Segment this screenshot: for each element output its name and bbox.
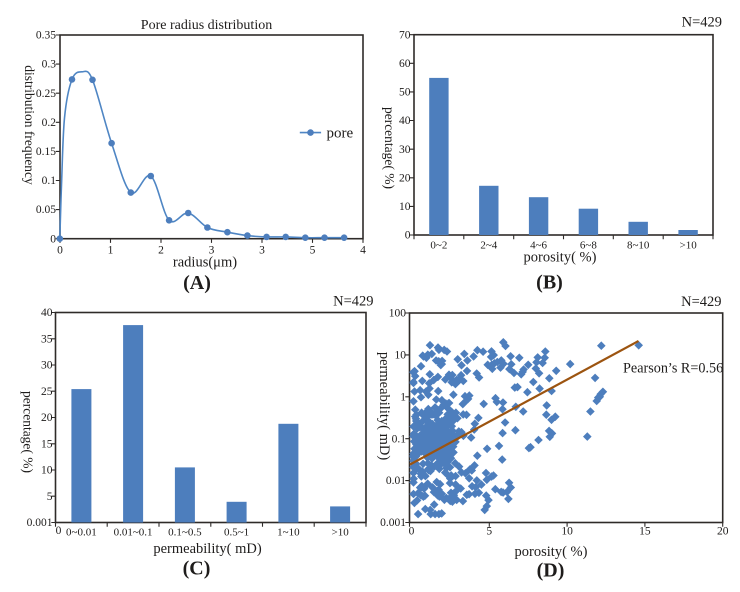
svg-text:40: 40: [41, 307, 53, 319]
svg-text:0: 0: [50, 233, 56, 245]
svg-text:permeability( mD): permeability( mD): [376, 352, 392, 460]
svg-text:50: 50: [399, 87, 411, 99]
svg-text:10: 10: [561, 526, 573, 538]
svg-text:5: 5: [47, 491, 53, 503]
svg-text:radius(μm): radius(μm): [173, 255, 237, 271]
svg-text:0.25: 0.25: [36, 88, 56, 100]
svg-text:porosity( %): porosity( %): [515, 544, 588, 560]
svg-text:3: 3: [259, 245, 265, 257]
svg-text:(B): (B): [536, 272, 563, 294]
svg-text:70: 70: [399, 29, 411, 41]
svg-text:0.35: 0.35: [36, 30, 56, 42]
svg-text:percentage( %): percentage( %): [21, 391, 36, 473]
svg-text:1: 1: [108, 245, 114, 257]
svg-text:0.1: 0.1: [42, 175, 57, 187]
svg-text:(D): (D): [537, 560, 565, 582]
svg-text:20: 20: [399, 172, 411, 184]
svg-text:10: 10: [399, 201, 411, 213]
svg-text:35: 35: [41, 333, 53, 345]
svg-text:4: 4: [360, 245, 366, 257]
svg-text:0.1~0.5: 0.1~0.5: [168, 527, 202, 539]
svg-text:0.2: 0.2: [42, 117, 57, 129]
svg-text:2: 2: [158, 245, 164, 257]
svg-text:0: 0: [405, 230, 411, 242]
svg-text:1: 1: [400, 391, 406, 403]
svg-text:3: 3: [209, 245, 215, 257]
svg-text:0.001: 0.001: [380, 517, 406, 529]
svg-text:N=429: N=429: [333, 294, 373, 310]
svg-text:10: 10: [395, 350, 407, 362]
svg-text:1~10: 1~10: [277, 527, 300, 539]
svg-text:>10: >10: [331, 527, 349, 539]
svg-text:6~8: 6~8: [580, 240, 597, 252]
svg-text:15: 15: [41, 438, 53, 450]
svg-text:0: 0: [57, 245, 63, 257]
svg-text:20: 20: [41, 412, 53, 424]
svg-text:0: 0: [56, 525, 62, 537]
svg-text:0.1: 0.1: [392, 433, 407, 445]
svg-text:2~4: 2~4: [480, 240, 497, 252]
svg-text:30: 30: [41, 360, 53, 372]
svg-text:100: 100: [389, 308, 407, 320]
svg-text:60: 60: [399, 58, 411, 70]
svg-text:0.01: 0.01: [386, 475, 406, 487]
svg-text:4~6: 4~6: [530, 240, 547, 252]
svg-text:(A): (A): [183, 272, 211, 294]
svg-text:>10: >10: [679, 240, 697, 252]
svg-text:distribution frequency: distribution frequency: [22, 65, 37, 185]
svg-text:15: 15: [639, 526, 651, 538]
svg-text:pore: pore: [327, 126, 354, 142]
svg-text:0.5~1: 0.5~1: [224, 527, 249, 539]
svg-text:0~2: 0~2: [430, 240, 447, 252]
svg-text:40: 40: [399, 115, 411, 127]
svg-text:0.001: 0.001: [27, 517, 53, 529]
svg-text:30: 30: [399, 144, 411, 156]
svg-text:0.05: 0.05: [36, 204, 56, 216]
svg-text:0.01~0.1: 0.01~0.1: [114, 527, 153, 539]
svg-text:Pearson’s R=0.56: Pearson’s R=0.56: [623, 361, 723, 377]
svg-text:8~10: 8~10: [627, 240, 650, 252]
svg-text:0~0.01: 0~0.01: [66, 527, 97, 539]
svg-text:5: 5: [310, 245, 316, 257]
svg-text:10: 10: [41, 465, 53, 477]
svg-text:0.3: 0.3: [42, 59, 57, 71]
svg-text:25: 25: [41, 386, 53, 398]
svg-text:permeability( mD): permeability( mD): [153, 541, 261, 557]
svg-text:porosity( %): porosity( %): [524, 250, 597, 266]
svg-text:Pore radius distribution: Pore radius distribution: [141, 18, 272, 33]
svg-text:20: 20: [717, 526, 729, 538]
svg-text:5: 5: [486, 526, 492, 538]
svg-text:0: 0: [409, 526, 415, 538]
svg-text:N=429: N=429: [682, 15, 722, 31]
svg-text:0.15: 0.15: [36, 146, 56, 158]
svg-text:N=429: N=429: [681, 294, 721, 310]
svg-text:percentage( %): percentage( %): [382, 107, 397, 189]
svg-text:(C): (C): [183, 558, 211, 580]
